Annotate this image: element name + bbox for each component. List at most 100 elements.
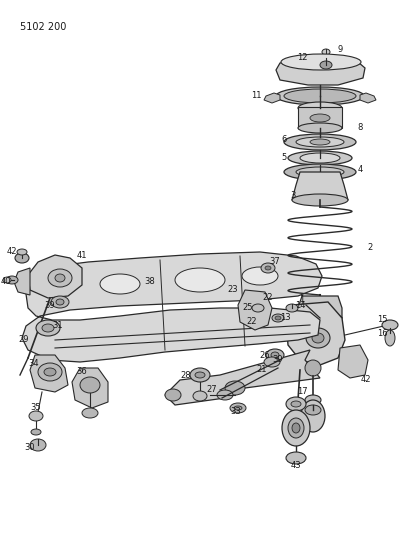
Ellipse shape xyxy=(265,266,271,270)
Ellipse shape xyxy=(284,164,356,180)
Ellipse shape xyxy=(261,263,275,273)
Text: 42: 42 xyxy=(7,247,17,256)
Text: 29: 29 xyxy=(19,335,29,344)
Ellipse shape xyxy=(298,313,342,323)
Text: 11: 11 xyxy=(251,91,261,100)
Polygon shape xyxy=(238,290,272,330)
Ellipse shape xyxy=(55,274,65,282)
Text: 39: 39 xyxy=(273,356,283,365)
Text: 5102 200: 5102 200 xyxy=(20,22,67,32)
Ellipse shape xyxy=(36,320,60,336)
Ellipse shape xyxy=(284,134,356,150)
Text: 17: 17 xyxy=(297,387,307,397)
Text: 40: 40 xyxy=(1,278,11,287)
Ellipse shape xyxy=(82,408,98,418)
Ellipse shape xyxy=(310,114,330,122)
Ellipse shape xyxy=(306,328,330,348)
Polygon shape xyxy=(338,345,368,378)
Ellipse shape xyxy=(253,315,267,325)
Text: 31: 31 xyxy=(53,321,63,330)
Text: 8: 8 xyxy=(357,124,363,133)
Text: 34: 34 xyxy=(29,359,39,368)
Ellipse shape xyxy=(217,390,233,400)
Ellipse shape xyxy=(272,314,284,322)
Ellipse shape xyxy=(193,391,207,401)
Polygon shape xyxy=(286,302,345,365)
Text: 6: 6 xyxy=(281,135,287,144)
Text: 2: 2 xyxy=(367,244,373,253)
Text: 12: 12 xyxy=(297,53,307,62)
Text: 28: 28 xyxy=(181,372,191,381)
Ellipse shape xyxy=(301,400,325,432)
Text: 1: 1 xyxy=(299,295,305,304)
Ellipse shape xyxy=(225,381,245,395)
Ellipse shape xyxy=(282,410,310,446)
Ellipse shape xyxy=(44,368,56,376)
Ellipse shape xyxy=(42,324,54,332)
Ellipse shape xyxy=(175,268,225,292)
Ellipse shape xyxy=(15,253,29,263)
Ellipse shape xyxy=(288,151,352,165)
Text: 14: 14 xyxy=(295,302,305,311)
Ellipse shape xyxy=(291,401,301,407)
Ellipse shape xyxy=(288,418,304,438)
Polygon shape xyxy=(28,255,82,298)
Ellipse shape xyxy=(310,139,330,145)
Ellipse shape xyxy=(31,429,41,435)
Text: 27: 27 xyxy=(207,385,217,394)
Ellipse shape xyxy=(292,423,300,433)
Ellipse shape xyxy=(165,389,181,401)
Ellipse shape xyxy=(298,102,342,114)
Ellipse shape xyxy=(276,87,364,105)
Ellipse shape xyxy=(298,123,342,133)
Ellipse shape xyxy=(51,296,69,308)
Text: 42: 42 xyxy=(361,376,371,384)
Text: 39: 39 xyxy=(45,302,55,311)
Ellipse shape xyxy=(281,54,361,70)
Text: 30: 30 xyxy=(25,443,35,453)
Ellipse shape xyxy=(56,299,64,305)
Text: 43: 43 xyxy=(290,461,302,470)
Ellipse shape xyxy=(271,352,279,358)
Text: 13: 13 xyxy=(280,313,290,322)
Ellipse shape xyxy=(266,349,284,361)
Ellipse shape xyxy=(230,403,246,413)
Polygon shape xyxy=(298,296,342,318)
Text: 15: 15 xyxy=(377,316,387,325)
Ellipse shape xyxy=(296,137,344,147)
Text: 37: 37 xyxy=(270,257,280,266)
Text: 26: 26 xyxy=(259,351,271,360)
Ellipse shape xyxy=(305,360,321,376)
Ellipse shape xyxy=(3,277,11,283)
Polygon shape xyxy=(22,252,322,362)
Text: 21: 21 xyxy=(257,366,267,375)
Polygon shape xyxy=(276,59,365,85)
Ellipse shape xyxy=(300,153,340,163)
Polygon shape xyxy=(264,93,280,103)
Ellipse shape xyxy=(275,316,281,320)
Polygon shape xyxy=(14,268,30,295)
Ellipse shape xyxy=(190,368,210,382)
Ellipse shape xyxy=(286,304,298,312)
Ellipse shape xyxy=(382,320,398,330)
Polygon shape xyxy=(30,355,68,392)
Ellipse shape xyxy=(305,395,321,405)
Ellipse shape xyxy=(195,372,205,378)
Text: 3: 3 xyxy=(290,190,296,199)
Text: 22: 22 xyxy=(247,318,257,327)
Polygon shape xyxy=(360,93,376,103)
Ellipse shape xyxy=(264,357,280,367)
Polygon shape xyxy=(298,107,342,128)
Ellipse shape xyxy=(38,363,62,381)
Polygon shape xyxy=(292,172,348,200)
Ellipse shape xyxy=(29,411,43,421)
Ellipse shape xyxy=(284,89,356,103)
Text: 25: 25 xyxy=(243,303,253,312)
Ellipse shape xyxy=(6,276,18,284)
Ellipse shape xyxy=(234,406,242,410)
Ellipse shape xyxy=(296,167,344,177)
Text: 22: 22 xyxy=(263,294,273,303)
Ellipse shape xyxy=(252,304,264,312)
Ellipse shape xyxy=(17,249,27,255)
Text: 9: 9 xyxy=(337,45,343,54)
